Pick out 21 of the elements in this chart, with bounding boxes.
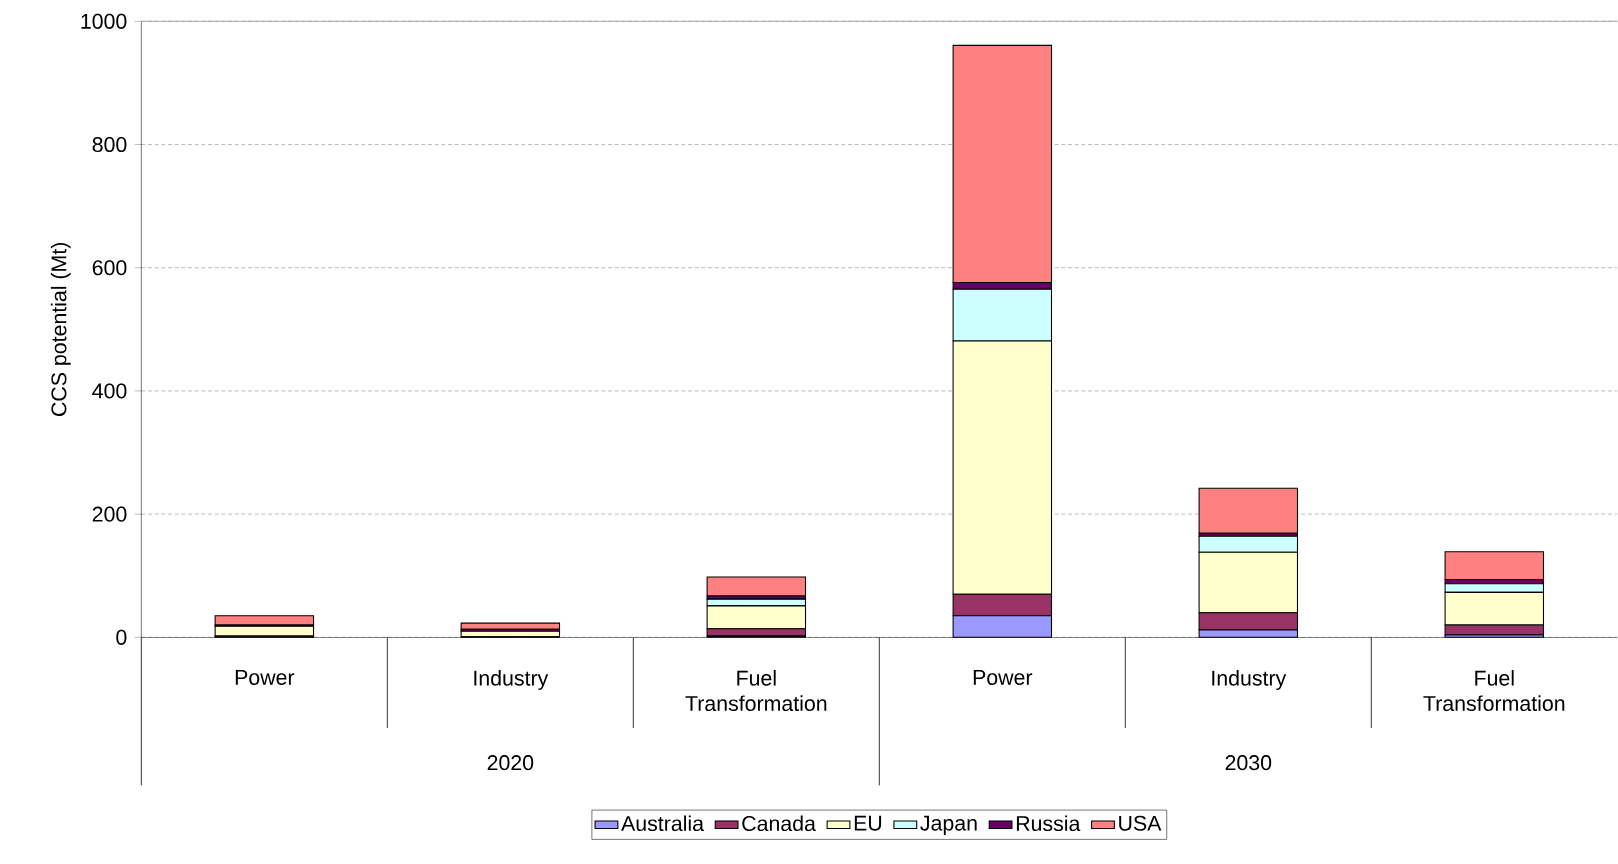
legend-label: EU [854, 815, 882, 831]
y-tick-label: 200 [92, 506, 127, 522]
x-tick-label: Fuel Transformation [1423, 670, 1565, 712]
legend-label: Russia [1016, 815, 1081, 832]
x-tick-label: Industry [1212, 670, 1287, 690]
y-tick-label: 1000 [81, 13, 127, 29]
legend-label: Japan [920, 815, 977, 835]
x-tick-label: Power [973, 670, 1033, 685]
y-tick-label: 400 [92, 383, 127, 399]
y-tick-label: 600 [92, 260, 127, 276]
x-tick-label: Industry [474, 670, 549, 690]
y-tick-label: 0 [116, 629, 127, 645]
x-tick-label: Fuel Transformation [685, 670, 827, 712]
legend-label: USA [1119, 815, 1162, 831]
legend-label: Australia [621, 815, 705, 832]
legend-label: Canada [742, 815, 816, 832]
y-tick-label: 800 [92, 136, 127, 153]
y-axis-title: CCS potential (Mt) [50, 242, 71, 416]
x-tick-label: Power [235, 670, 295, 685]
text: 2020 [487, 755, 534, 771]
text: 2030 [1225, 755, 1272, 771]
